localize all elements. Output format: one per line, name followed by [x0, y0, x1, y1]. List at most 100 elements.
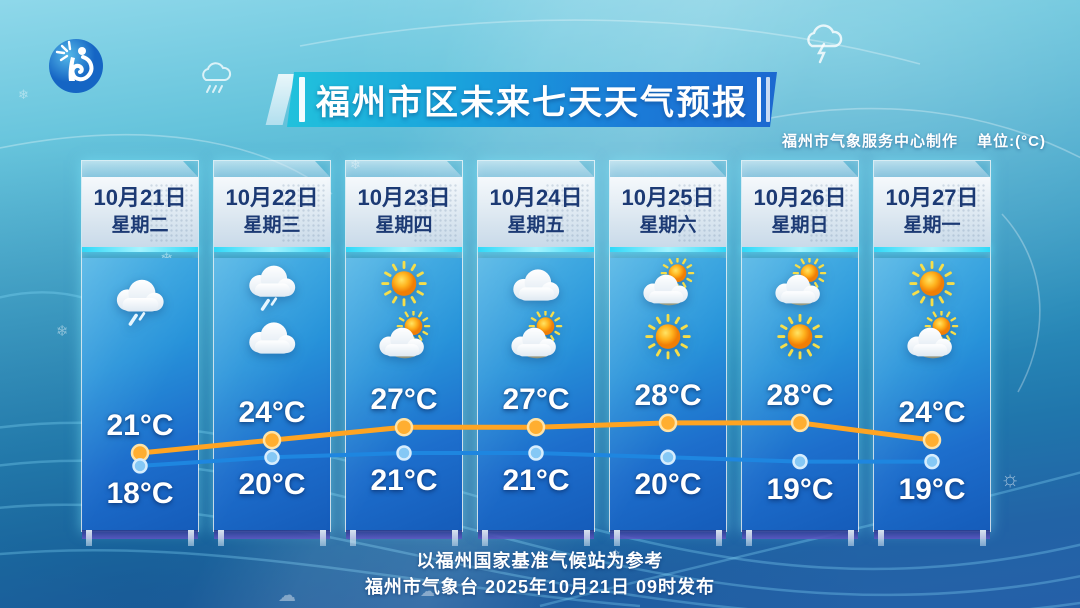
day-date: 10月23日 — [357, 185, 451, 210]
day-cap — [742, 161, 858, 177]
cloudy-icon — [505, 258, 567, 311]
footer: 以福州国家基准气候站为参考 福州市气象台 2025年10月21日 09时发布 — [0, 548, 1080, 600]
day-divider — [82, 247, 198, 252]
footer-reference: 以福州国家基准气候站为参考 — [416, 551, 664, 571]
sunny-icon — [373, 258, 435, 311]
day-cap — [82, 161, 198, 177]
partly-cloudy-icon — [769, 258, 831, 311]
day-header: 10月21日 星期二 — [82, 177, 198, 247]
partly-cloudy-icon — [373, 311, 435, 364]
day-column: 10月27日 星期一 — [873, 160, 991, 546]
day-column: 10月22日 星期三 — [213, 160, 331, 546]
day-column: 10月23日 星期四 — [345, 160, 463, 546]
day-icons — [346, 258, 462, 364]
day-header: 10月24日 星期五 — [478, 177, 594, 247]
partly-cloudy-icon — [637, 258, 699, 311]
day-cap — [214, 161, 330, 177]
day-header: 10月27日 星期一 — [874, 177, 990, 247]
day-footbar — [874, 530, 990, 539]
sunny-icon — [769, 311, 831, 364]
footer-issued: 福州市气象台 2025年10月21日 09时发布 — [364, 577, 716, 597]
day-body — [82, 258, 198, 530]
day-cap — [346, 161, 462, 177]
day-footbar — [214, 530, 330, 539]
day-weekday: 星期二 — [111, 215, 169, 236]
day-weekday: 星期一 — [903, 215, 961, 236]
title-banner: 福州市区未来七天天气预报 — [287, 72, 777, 127]
rain-cloud-doodle-icon — [202, 62, 232, 93]
day-weekday: 星期五 — [507, 215, 565, 236]
day-footbar — [346, 530, 462, 539]
light-rain-icon — [241, 258, 303, 311]
panel-leg — [584, 530, 590, 546]
day-header: 10月22日 星期三 — [214, 177, 330, 247]
panel-leg — [878, 530, 884, 546]
day-icons — [478, 258, 594, 364]
day-date: 10月27日 — [885, 185, 979, 210]
day-cap — [610, 161, 726, 177]
day-date: 10月22日 — [225, 185, 319, 210]
day-date: 10月21日 — [93, 185, 187, 210]
day-cap — [874, 161, 990, 177]
page-title: 福州市区未来七天天气预报 — [316, 84, 748, 122]
banner-bar — [299, 77, 305, 122]
day-divider — [874, 247, 990, 252]
banner-bar — [757, 77, 761, 122]
day-body — [874, 258, 990, 530]
panel-leg — [614, 530, 620, 546]
day-footbar — [610, 530, 726, 539]
day-body — [214, 258, 330, 530]
day-date: 10月25日 — [621, 185, 715, 210]
day-body — [610, 258, 726, 530]
light-rain-icon — [109, 272, 171, 326]
day-date: 10月24日 — [489, 185, 583, 210]
panel-leg — [218, 530, 224, 546]
day-icons — [742, 258, 858, 364]
sunny-icon — [637, 311, 699, 364]
unit-label: 单位:(°C) — [977, 133, 1046, 150]
panel-leg — [452, 530, 458, 546]
day-column: 10月25日 星期六 — [609, 160, 727, 546]
panel-leg — [482, 530, 488, 546]
day-icons — [874, 258, 990, 364]
panel-leg — [86, 530, 92, 546]
sunny-icon — [901, 258, 963, 311]
day-icons — [82, 258, 198, 364]
day-weekday: 星期四 — [375, 215, 433, 236]
day-header: 10月26日 星期日 — [742, 177, 858, 247]
deco-sun-icon: ☼ — [1000, 466, 1021, 491]
day-header: 10月25日 星期六 — [610, 177, 726, 247]
deco-snowflake-icon: ❄ — [18, 87, 29, 102]
day-body — [478, 258, 594, 530]
deco-snowflake-icon: ❄ — [56, 323, 69, 340]
day-icons — [610, 258, 726, 364]
banner-bar — [766, 77, 770, 122]
day-divider — [346, 247, 462, 252]
partly-cloudy-icon — [505, 311, 567, 364]
day-column: 10月21日 星期二 — [81, 160, 199, 546]
day-header: 10月23日 星期四 — [346, 177, 462, 247]
day-divider — [742, 247, 858, 252]
day-weekday: 星期六 — [639, 215, 697, 236]
day-divider — [214, 247, 330, 252]
panel-leg — [350, 530, 356, 546]
fuzhou-weather-logo — [47, 37, 105, 95]
day-footbar — [742, 530, 858, 539]
day-column: 10月26日 星期日 — [741, 160, 859, 546]
credit-text: 福州市气象服务中心制作 — [781, 133, 958, 150]
panel-leg — [848, 530, 854, 546]
day-column: 10月24日 星期五 — [477, 160, 595, 546]
panel-leg — [188, 530, 194, 546]
day-weekday: 星期日 — [771, 215, 829, 236]
day-date: 10月26日 — [753, 185, 847, 210]
day-icons — [214, 258, 330, 364]
cloudy-icon — [241, 311, 303, 364]
panel-leg — [746, 530, 752, 546]
panel-leg — [716, 530, 722, 546]
panel-leg — [980, 530, 986, 546]
day-weekday: 星期三 — [243, 215, 301, 236]
partly-cloudy-icon — [901, 311, 963, 364]
day-body — [742, 258, 858, 530]
forecast-columns: 10月21日 星期二 10月22日 星期三 10月23日 星期四 — [81, 160, 991, 546]
thunder-cloud-doodle-icon — [807, 24, 843, 64]
